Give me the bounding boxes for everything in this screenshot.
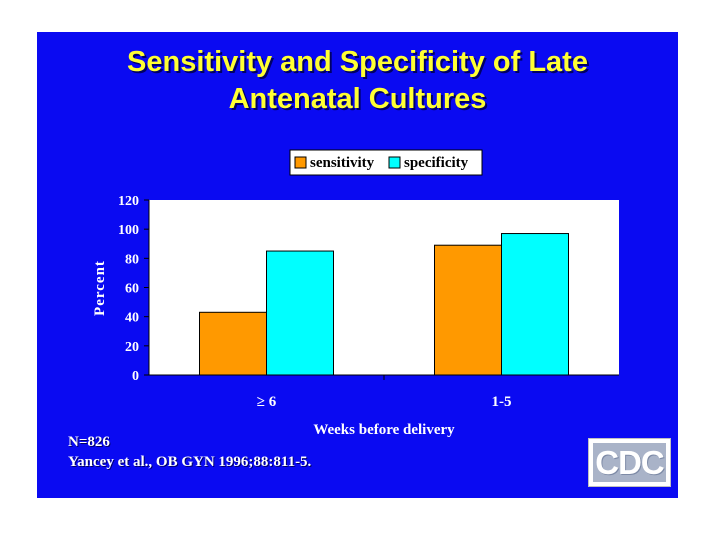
y-tick-label-6: 120 bbox=[118, 194, 139, 209]
y-axis-title: Percent bbox=[92, 260, 108, 316]
x-axis-title: Weeks before delivery bbox=[313, 422, 455, 438]
y-ticks-group: 0 20 40 60 80 100 120 bbox=[118, 194, 149, 384]
bar-labels-group: 43 85 89 97 bbox=[226, 213, 544, 308]
y-tick-label-3: 60 bbox=[125, 282, 139, 297]
bar-specificity-1 bbox=[501, 233, 569, 376]
bar-specificity-0 bbox=[266, 250, 334, 376]
y-tick-label-1: 20 bbox=[125, 340, 139, 355]
citation: Yancey et al., OB GYN 1996;88:811-5. bbox=[68, 454, 312, 470]
y-tick-label-5: 100 bbox=[118, 223, 139, 238]
legend-swatch-sensitivity bbox=[294, 156, 307, 169]
y-tick-label-2: 40 bbox=[125, 311, 139, 326]
cdc-logo-text: CDC bbox=[593, 443, 666, 482]
x-tick-label-0: ≥ 6 bbox=[257, 394, 277, 410]
title-line-2: Antenatal Cultures bbox=[228, 83, 487, 115]
slide-title: Sensitivity and Specificity of Late Ante… bbox=[37, 44, 678, 118]
y-tick-label-4: 80 bbox=[125, 252, 139, 267]
data-label-specificity-1: 97 bbox=[528, 213, 544, 229]
footnote: N=826 Yancey et al., OB GYN 1996;88:811-… bbox=[68, 432, 311, 472]
x-tick-label-1: 1-5 bbox=[492, 394, 512, 410]
data-label-sensitivity-0: 43 bbox=[226, 291, 241, 307]
data-label-sensitivity-1: 89 bbox=[461, 224, 476, 240]
legend-box bbox=[289, 149, 483, 176]
cdc-logo: CDC bbox=[588, 438, 671, 487]
legend-label-specificity: specificity bbox=[404, 155, 469, 171]
chart-legend: sensitivity specificity bbox=[289, 149, 483, 176]
bar-sensitivity-0 bbox=[199, 311, 267, 376]
title-line-1: Sensitivity and Specificity of Late bbox=[127, 46, 588, 78]
bar-sensitivity-1 bbox=[434, 244, 502, 376]
bar-chart: sensitivity specificity 43 85 89 97 0 20 40 60… bbox=[92, 149, 619, 438]
slide-background: Sensitivity and Specificity of Late Ante… bbox=[37, 32, 678, 498]
bars-group bbox=[199, 233, 569, 376]
legend-label-sensitivity: sensitivity bbox=[310, 155, 375, 171]
legend-swatch-specificity bbox=[388, 156, 401, 169]
x-ticks-group: ≥ 6 1-5 bbox=[257, 375, 512, 410]
data-label-specificity-0: 85 bbox=[293, 230, 308, 246]
sample-size: N=826 bbox=[68, 434, 110, 450]
y-tick-label-0: 0 bbox=[132, 369, 139, 384]
